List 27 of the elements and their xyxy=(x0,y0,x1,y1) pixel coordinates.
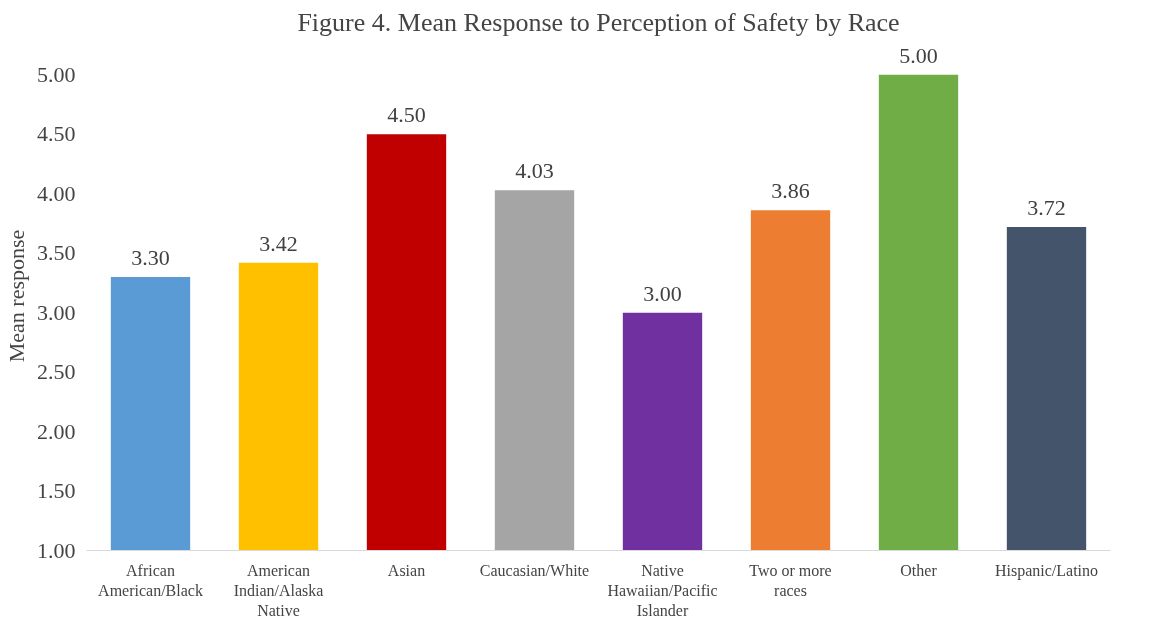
y-tick-label: 5.00 xyxy=(37,61,76,87)
y-axis-title: Mean response xyxy=(4,229,29,363)
data-label: 4.50 xyxy=(387,102,426,128)
x-tick-label: African American/Black xyxy=(98,561,203,599)
y-tick-label: 1.50 xyxy=(37,478,76,504)
data-label: 3.00 xyxy=(643,280,682,306)
data-label: 4.03 xyxy=(515,158,554,184)
data-label: 3.42 xyxy=(259,230,298,256)
data-label: 3.72 xyxy=(1027,195,1066,221)
y-tick-label: 3.00 xyxy=(37,299,76,325)
x-tick-label: Other xyxy=(900,561,938,579)
x-tick-label: American Indian/Alaska Native xyxy=(233,561,324,620)
x-tick-label: Two or more races xyxy=(749,561,832,599)
x-tick-label: Hispanic/Latino xyxy=(994,561,1099,580)
y-tick-label: 4.00 xyxy=(37,180,76,206)
x-tick-label: Native Hawaiian/Pacific Islander xyxy=(607,561,718,620)
y-tick-label: 1.00 xyxy=(37,537,76,563)
y-tick-label: 3.50 xyxy=(37,240,76,266)
x-tick-label: Caucasian/White xyxy=(479,561,590,579)
chart-title: Figure 4. Mean Response to Perception of Safety by Race xyxy=(297,7,900,37)
x-tick-label: Asian xyxy=(387,561,426,579)
y-tick-label: 2.50 xyxy=(37,359,76,385)
data-label: 3.30 xyxy=(131,244,170,270)
y-tick-label: 2.00 xyxy=(37,418,76,444)
data-label: 3.86 xyxy=(771,178,810,204)
y-tick-label: 4.50 xyxy=(37,121,76,147)
data-label: 5.00 xyxy=(899,42,938,68)
